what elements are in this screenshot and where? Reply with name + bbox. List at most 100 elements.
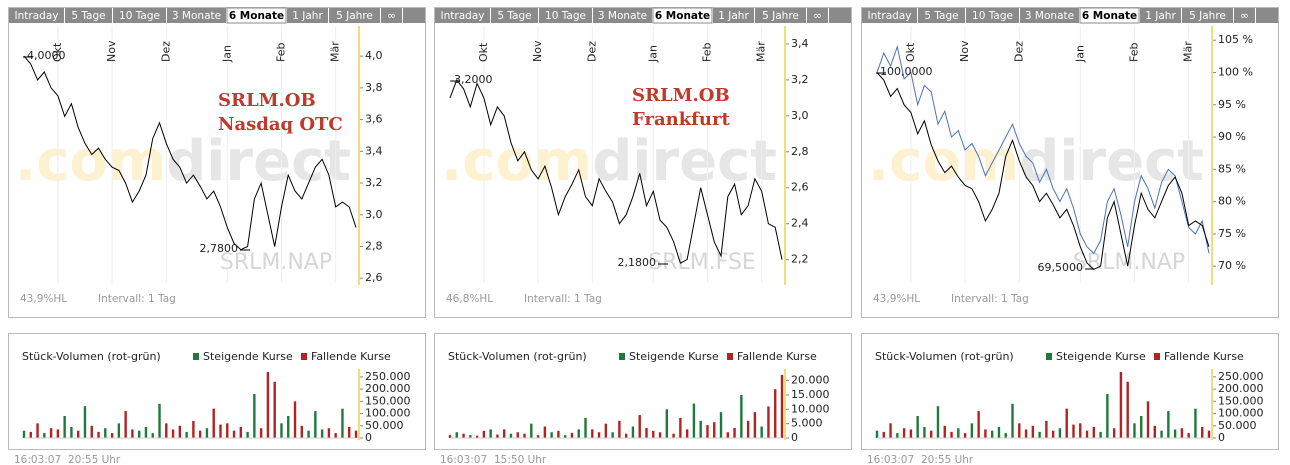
footer: 16:03:07 xyxy=(440,454,487,465)
y-tick-label: 3,4 xyxy=(365,144,383,157)
tab[interactable] xyxy=(113,8,166,23)
tab-label[interactable]: 6 Monate xyxy=(229,10,284,22)
tab[interactable] xyxy=(287,8,328,23)
volume-bar xyxy=(287,416,290,438)
tab-label[interactable]: 5 Jahre xyxy=(1189,10,1226,22)
volume-bar xyxy=(219,424,222,438)
tab[interactable] xyxy=(539,8,592,23)
tab[interactable] xyxy=(1140,8,1181,23)
volume-bar xyxy=(516,432,519,438)
y-tick-label: 150.000 xyxy=(1218,394,1264,407)
tab-label[interactable]: 1 Jahr xyxy=(1145,10,1176,22)
tab[interactable] xyxy=(1020,8,1079,23)
tab[interactable] xyxy=(226,7,287,24)
volume-bar xyxy=(746,420,750,438)
logo-part: .com xyxy=(15,129,166,194)
volume-bar xyxy=(29,431,32,438)
tab-label[interactable]: 5 Tage xyxy=(924,10,958,22)
volume-bar xyxy=(1011,403,1014,438)
tab-label[interactable]: ∞ xyxy=(387,10,396,22)
y-tick-label: 2,6 xyxy=(791,181,809,194)
volume-bar xyxy=(713,422,716,438)
tab-label[interactable]: 5 Jahre xyxy=(762,10,799,22)
volume-bar xyxy=(489,429,492,438)
tab-label[interactable]: 6 Monate xyxy=(655,10,710,22)
y-tick-label: 4,0 xyxy=(365,49,383,62)
volume-bar xyxy=(63,416,66,438)
tab[interactable] xyxy=(652,7,713,24)
legend-swatch xyxy=(727,353,733,360)
tab-label[interactable]: 10 Tage xyxy=(119,10,160,22)
tab-label[interactable]: Intraday xyxy=(868,10,912,22)
tab[interactable] xyxy=(755,8,806,23)
watermark: SRLM.NAP xyxy=(220,250,332,275)
volume-bar xyxy=(1153,425,1156,438)
y-tick-label: 3,0 xyxy=(791,109,809,122)
tab[interactable] xyxy=(381,8,402,23)
tab-label[interactable]: 5 Tage xyxy=(71,10,105,22)
y-tick-label: 85 % xyxy=(1218,162,1246,175)
volume-bar xyxy=(1167,411,1170,438)
tab[interactable] xyxy=(918,8,965,23)
tab[interactable] xyxy=(862,8,917,23)
tab-label[interactable]: 10 Tage xyxy=(545,10,586,22)
tab-label[interactable]: 1 Jahr xyxy=(718,10,749,22)
tab-label[interactable]: Intraday xyxy=(15,10,59,22)
tab-label[interactable]: 10 Tage xyxy=(972,10,1013,22)
y-tick-label: 20.000 xyxy=(791,374,830,387)
logo: .comdirect xyxy=(868,129,1204,194)
chart-title: SRLM.OB xyxy=(218,90,316,111)
tab[interactable] xyxy=(65,8,112,23)
volume-bar xyxy=(1065,408,1068,438)
tab[interactable] xyxy=(329,8,380,23)
volume-bar xyxy=(239,427,243,438)
tab-label[interactable]: Intraday xyxy=(441,10,485,22)
tab[interactable] xyxy=(713,8,754,23)
tab[interactable] xyxy=(1182,8,1233,23)
tab-label[interactable]: 3 Monate xyxy=(598,10,647,22)
tab-label[interactable]: 3 Monate xyxy=(1025,10,1074,22)
logo: .comdirect xyxy=(15,129,351,194)
tab-label[interactable]: ∞ xyxy=(1240,10,1249,22)
volume-bar xyxy=(930,430,933,438)
volume-bar xyxy=(523,433,526,438)
volume-bar xyxy=(1194,408,1197,438)
y-tick-label: 250.000 xyxy=(1218,370,1264,383)
volume-bar xyxy=(70,427,73,438)
volume-bar xyxy=(165,423,168,438)
y-tick-label: 100 % xyxy=(1218,65,1253,78)
tab[interactable] xyxy=(491,8,538,23)
tab[interactable] xyxy=(167,8,226,23)
tab-label[interactable]: 5 Jahre xyxy=(336,10,373,22)
tab[interactable] xyxy=(1234,8,1255,23)
tab-label[interactable]: 5 Tage xyxy=(497,10,531,22)
tab[interactable] xyxy=(1079,7,1140,24)
volume-bar xyxy=(259,428,263,438)
volume-bar xyxy=(482,430,486,438)
tab-label[interactable]: 1 Jahr xyxy=(292,10,323,22)
y-tick-label: 0 xyxy=(791,431,798,444)
volume-bar xyxy=(503,429,506,438)
legend-swatch xyxy=(1154,353,1160,360)
volume-bar xyxy=(577,429,580,438)
footer: 16:03:07 xyxy=(867,454,914,465)
volume-bar xyxy=(1133,423,1136,438)
x-tick-label: Dez xyxy=(585,41,598,62)
tab[interactable] xyxy=(807,8,828,23)
tab-label[interactable]: ∞ xyxy=(813,10,822,22)
volume-bar xyxy=(943,425,946,438)
tab[interactable] xyxy=(966,8,1019,23)
tab[interactable] xyxy=(435,8,490,23)
volume-title: Stück-Volumen (rot-grün) xyxy=(875,350,1014,363)
y-tick-label: 150.000 xyxy=(365,394,411,407)
tab[interactable] xyxy=(9,8,64,23)
tab-label[interactable]: 3 Monate xyxy=(172,10,221,22)
logo-part: .com xyxy=(441,129,592,194)
price-line xyxy=(876,72,1210,270)
volume-bar xyxy=(469,435,472,438)
tab[interactable] xyxy=(593,8,652,23)
x-tick-label: Nov xyxy=(958,40,971,62)
tab-label[interactable]: 6 Monate xyxy=(1082,10,1137,22)
volume-bar xyxy=(158,403,161,438)
volume-bar xyxy=(117,423,121,438)
